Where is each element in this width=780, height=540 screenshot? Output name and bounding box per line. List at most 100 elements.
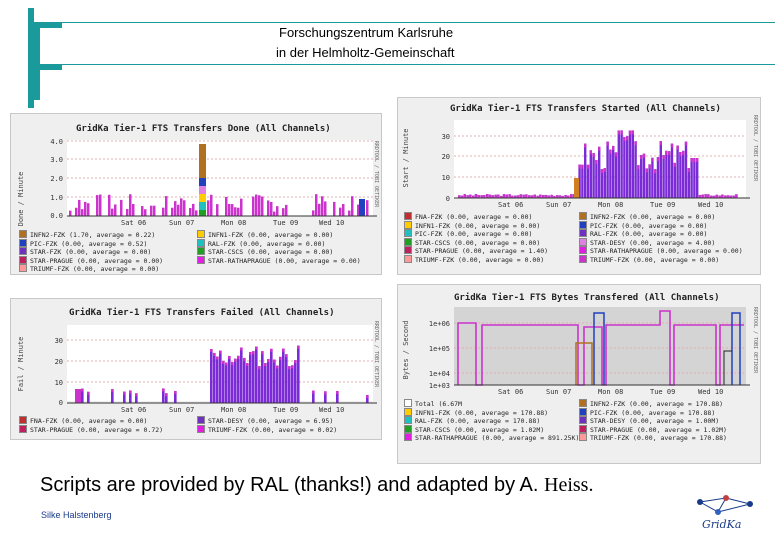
bar <box>249 351 252 355</box>
bar <box>237 207 240 216</box>
slide-caption: Scripts are provided by RAL (thanks!) an… <box>40 474 593 497</box>
bar <box>690 158 693 162</box>
y-tick: 4.0 <box>50 138 63 146</box>
bar <box>626 136 629 198</box>
header-rule-bottom <box>30 64 775 65</box>
legend-entry: STAR-CSCS (0.00, average = 0.00) <box>197 247 333 257</box>
chart-transfers-done-svg: GridKa Tier-1 FTS Transfers Done (All Ch… <box>17 123 379 227</box>
bar <box>267 359 270 363</box>
legend-entry: STAR-DESY (0.00, average = 1.00M) <box>579 416 719 426</box>
bar <box>642 153 646 158</box>
bar <box>123 391 126 403</box>
bar <box>502 194 506 198</box>
legend-swatch <box>579 212 587 220</box>
x-tick: Wed 10 <box>698 201 723 209</box>
bar <box>614 152 618 157</box>
bar <box>668 151 671 156</box>
legend-label: STAR-PRAGUE (0.00, average = 1.02M) <box>590 425 727 434</box>
x-tick: Tue 09 <box>650 388 675 396</box>
bar <box>466 195 469 198</box>
bar <box>623 137 626 142</box>
bar <box>162 388 165 392</box>
legend-label: TRIUMF-FZK (0.00, average = 0.00) <box>590 255 720 264</box>
x-tick: Sat 06 <box>498 388 523 396</box>
bar <box>460 195 464 198</box>
bar <box>219 350 222 403</box>
bar <box>623 137 626 198</box>
legend-entry: INFN1-FZK (0.00, average = 0.00) <box>404 220 540 231</box>
bar <box>120 199 123 216</box>
bar <box>270 202 273 216</box>
chart-transfers-started: GridKa Tier-1 FTS Transfers Started (All… <box>397 97 761 275</box>
bar <box>174 201 177 216</box>
bar <box>511 195 514 198</box>
bar <box>724 195 727 198</box>
page-title: Forschungszentrum Karlsruhe <box>279 25 454 40</box>
y-tick: 20 <box>55 358 63 366</box>
page-subtitle: in der Helmholtz-Gemeinschaft <box>276 45 455 60</box>
bar <box>258 366 261 403</box>
bar <box>87 391 90 403</box>
y-tick: 0 <box>446 195 450 203</box>
legend-entry: TRIUMF-FZK (0.00, average = 0.00) <box>404 254 544 265</box>
bar <box>75 389 81 403</box>
bar <box>252 351 255 355</box>
bar <box>237 355 240 359</box>
bar <box>617 130 620 135</box>
bar <box>264 363 267 367</box>
bar <box>84 201 87 216</box>
bar <box>640 155 643 198</box>
bar <box>721 194 724 198</box>
bar <box>645 168 648 198</box>
bar <box>279 356 282 360</box>
legend-entry: TRIUMF-FZK (0.00, average = 170.88) <box>579 433 727 443</box>
bar <box>213 352 216 403</box>
x-tick: Tue 09 <box>273 406 298 414</box>
legend-label: Total (6.67M <box>415 400 462 408</box>
bar <box>129 194 132 216</box>
bar <box>626 136 629 141</box>
legend-swatch <box>579 416 587 424</box>
bar <box>199 210 206 216</box>
bar <box>273 211 276 216</box>
legend-entry: INFN1-FZK (0.00, average = 170.88) <box>404 407 548 418</box>
y-tick: 1e+03 <box>429 382 450 390</box>
legend-label: TRIUMF-FZK (0.00, average = 0.02) <box>208 425 338 434</box>
bar <box>87 203 90 216</box>
bar <box>312 390 315 394</box>
bar <box>516 195 520 198</box>
bar <box>458 195 461 198</box>
bar <box>162 388 165 403</box>
bar <box>192 203 195 216</box>
bar <box>135 393 138 403</box>
bar <box>261 351 264 403</box>
bar <box>87 391 90 395</box>
chart-title: GridKa Tier-1 FTS Bytes Transfered (All … <box>454 292 720 303</box>
x-tick: Sun 07 <box>546 388 571 396</box>
bar <box>659 141 662 146</box>
y-tick: 10 <box>442 174 450 182</box>
bar <box>486 194 489 198</box>
bar <box>522 194 525 198</box>
bar <box>480 195 483 198</box>
bar <box>297 345 300 349</box>
bar <box>508 194 511 198</box>
chart-bytes-transfered: GridKa Tier-1 FTS Bytes Transfered (All … <box>397 284 761 464</box>
bar <box>267 359 270 403</box>
legend-label: PIC-FZK (0.00, average = 0.52) <box>30 239 148 248</box>
bar <box>726 195 730 198</box>
legend-entry: RAL-FZK (0.00, average = 0.00) <box>197 238 325 249</box>
legend-entry: STAR-PRAGUE (0.00, average = 1.02M) <box>579 424 727 435</box>
legend-swatch <box>579 433 587 441</box>
bar <box>222 360 225 364</box>
bar <box>642 153 646 198</box>
bar <box>324 391 327 395</box>
bar <box>126 208 129 216</box>
bar <box>111 389 114 393</box>
legend-label: STAR-PRAGUE (0.00, average = 0.72) <box>30 425 164 434</box>
bar <box>603 167 606 198</box>
bar <box>687 168 690 173</box>
bar <box>111 389 114 403</box>
bar <box>592 152 595 198</box>
bar <box>183 200 186 216</box>
